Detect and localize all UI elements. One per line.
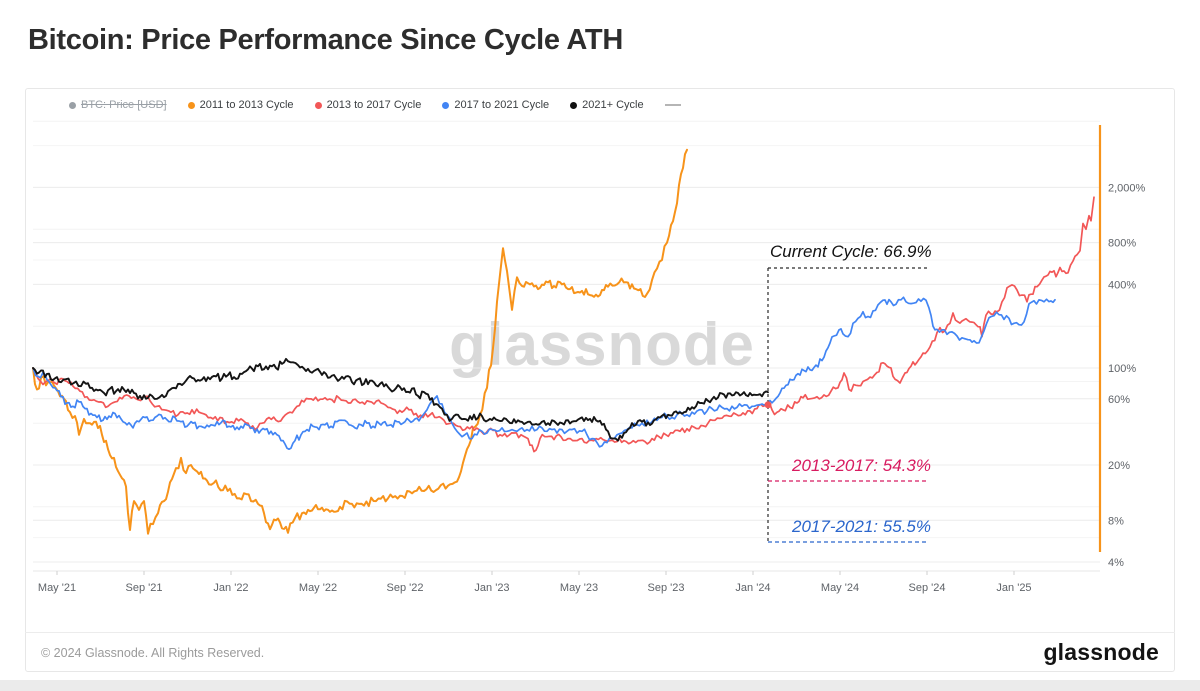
legend-item-btc-price-usd-[interactable]: BTC: Price [USD] xyxy=(69,99,167,111)
legend-item-2013-to-2017-cycle[interactable]: 2013 to 2017 Cycle xyxy=(314,99,422,111)
legend-item-label: 2017 to 2021 Cycle xyxy=(454,99,550,111)
series-line-2017-to-2021-cycle xyxy=(32,296,1056,451)
y-axis-label: 800% xyxy=(1108,238,1136,250)
legend-item-label: 2013 to 2017 Cycle xyxy=(326,99,422,111)
legend-item-2021-cycle[interactable]: 2021+ Cycle xyxy=(570,99,644,111)
annotation-2013-2017-cycle: 2013-2017: 54.3% xyxy=(792,456,931,475)
x-axis-label: May '23 xyxy=(560,582,598,594)
series-line-2013-to-2017-cycle xyxy=(32,196,1095,453)
series-line-2011-to-2013-cycle xyxy=(32,148,688,535)
legend-item-label: 2021+ Cycle xyxy=(582,99,644,111)
chart-footer: © 2024 Glassnode. All Rights Reserved. g… xyxy=(25,632,1175,672)
x-axis-label: Sep '22 xyxy=(387,582,424,594)
red-cycle-point-marker xyxy=(764,401,772,409)
legend-dot-icon xyxy=(570,101,578,109)
y-axis-label: 60% xyxy=(1108,394,1130,406)
x-axis-label: May '24 xyxy=(821,582,859,594)
chart-card xyxy=(25,88,1175,672)
annotation-current-cycle: Current Cycle: 66.9% xyxy=(770,242,932,261)
legend-item-dash[interactable] xyxy=(664,104,681,106)
legend-item-label: 2011 to 2013 Cycle xyxy=(199,99,294,111)
copyright-text: © 2024 Glassnode. All Rights Reserved. xyxy=(41,645,265,660)
x-axis-label: Sep '23 xyxy=(648,582,685,594)
annotation-2017-2021-cycle: 2017-2021: 55.5% xyxy=(792,517,931,536)
x-axis-label: Sep '24 xyxy=(909,582,946,594)
legend-dot-icon xyxy=(69,101,76,109)
legend-item-label: BTC: Price [USD] xyxy=(81,99,167,111)
legend-dash-icon xyxy=(664,104,681,106)
glassnode-logo: glassnode xyxy=(1043,639,1159,665)
y-axis-label: 20% xyxy=(1108,460,1130,472)
x-axis-label: Jan '22 xyxy=(213,582,248,594)
y-axis-label: 2,000% xyxy=(1108,182,1146,194)
series-line-2021-cycle xyxy=(32,357,769,442)
x-axis-label: Jan '25 xyxy=(996,582,1031,594)
legend-item-2011-to-2013-cycle[interactable]: 2011 to 2013 Cycle xyxy=(187,99,294,111)
glassnode-watermark: glassnode xyxy=(449,311,755,378)
y-axis-label: 400% xyxy=(1108,279,1136,291)
x-axis-label: May '21 xyxy=(38,582,76,594)
x-axis-label: Jan '23 xyxy=(474,582,509,594)
chart-legend: BTC: Price [USD] 2011 to 2013 Cycle 2013 t… xyxy=(25,88,1175,122)
legend-dot-icon xyxy=(442,101,450,109)
series-group xyxy=(32,148,1095,535)
legend-item-2017-to-2021-cycle[interactable]: 2017 to 2021 Cycle xyxy=(442,99,549,111)
x-axis-label: Jan '24 xyxy=(735,582,770,594)
x-axis-label: May '22 xyxy=(299,582,337,594)
y-axis-label: 100% xyxy=(1108,363,1136,375)
legend-dot-icon xyxy=(187,101,195,109)
y-axis-label: 4% xyxy=(1108,557,1124,569)
legend-dot-icon xyxy=(314,101,322,109)
page-title: Bitcoin: Price Performance Since Cycle A… xyxy=(28,24,623,56)
y-axis-label: 8% xyxy=(1108,515,1124,527)
x-axis-label: Sep '21 xyxy=(126,582,163,594)
